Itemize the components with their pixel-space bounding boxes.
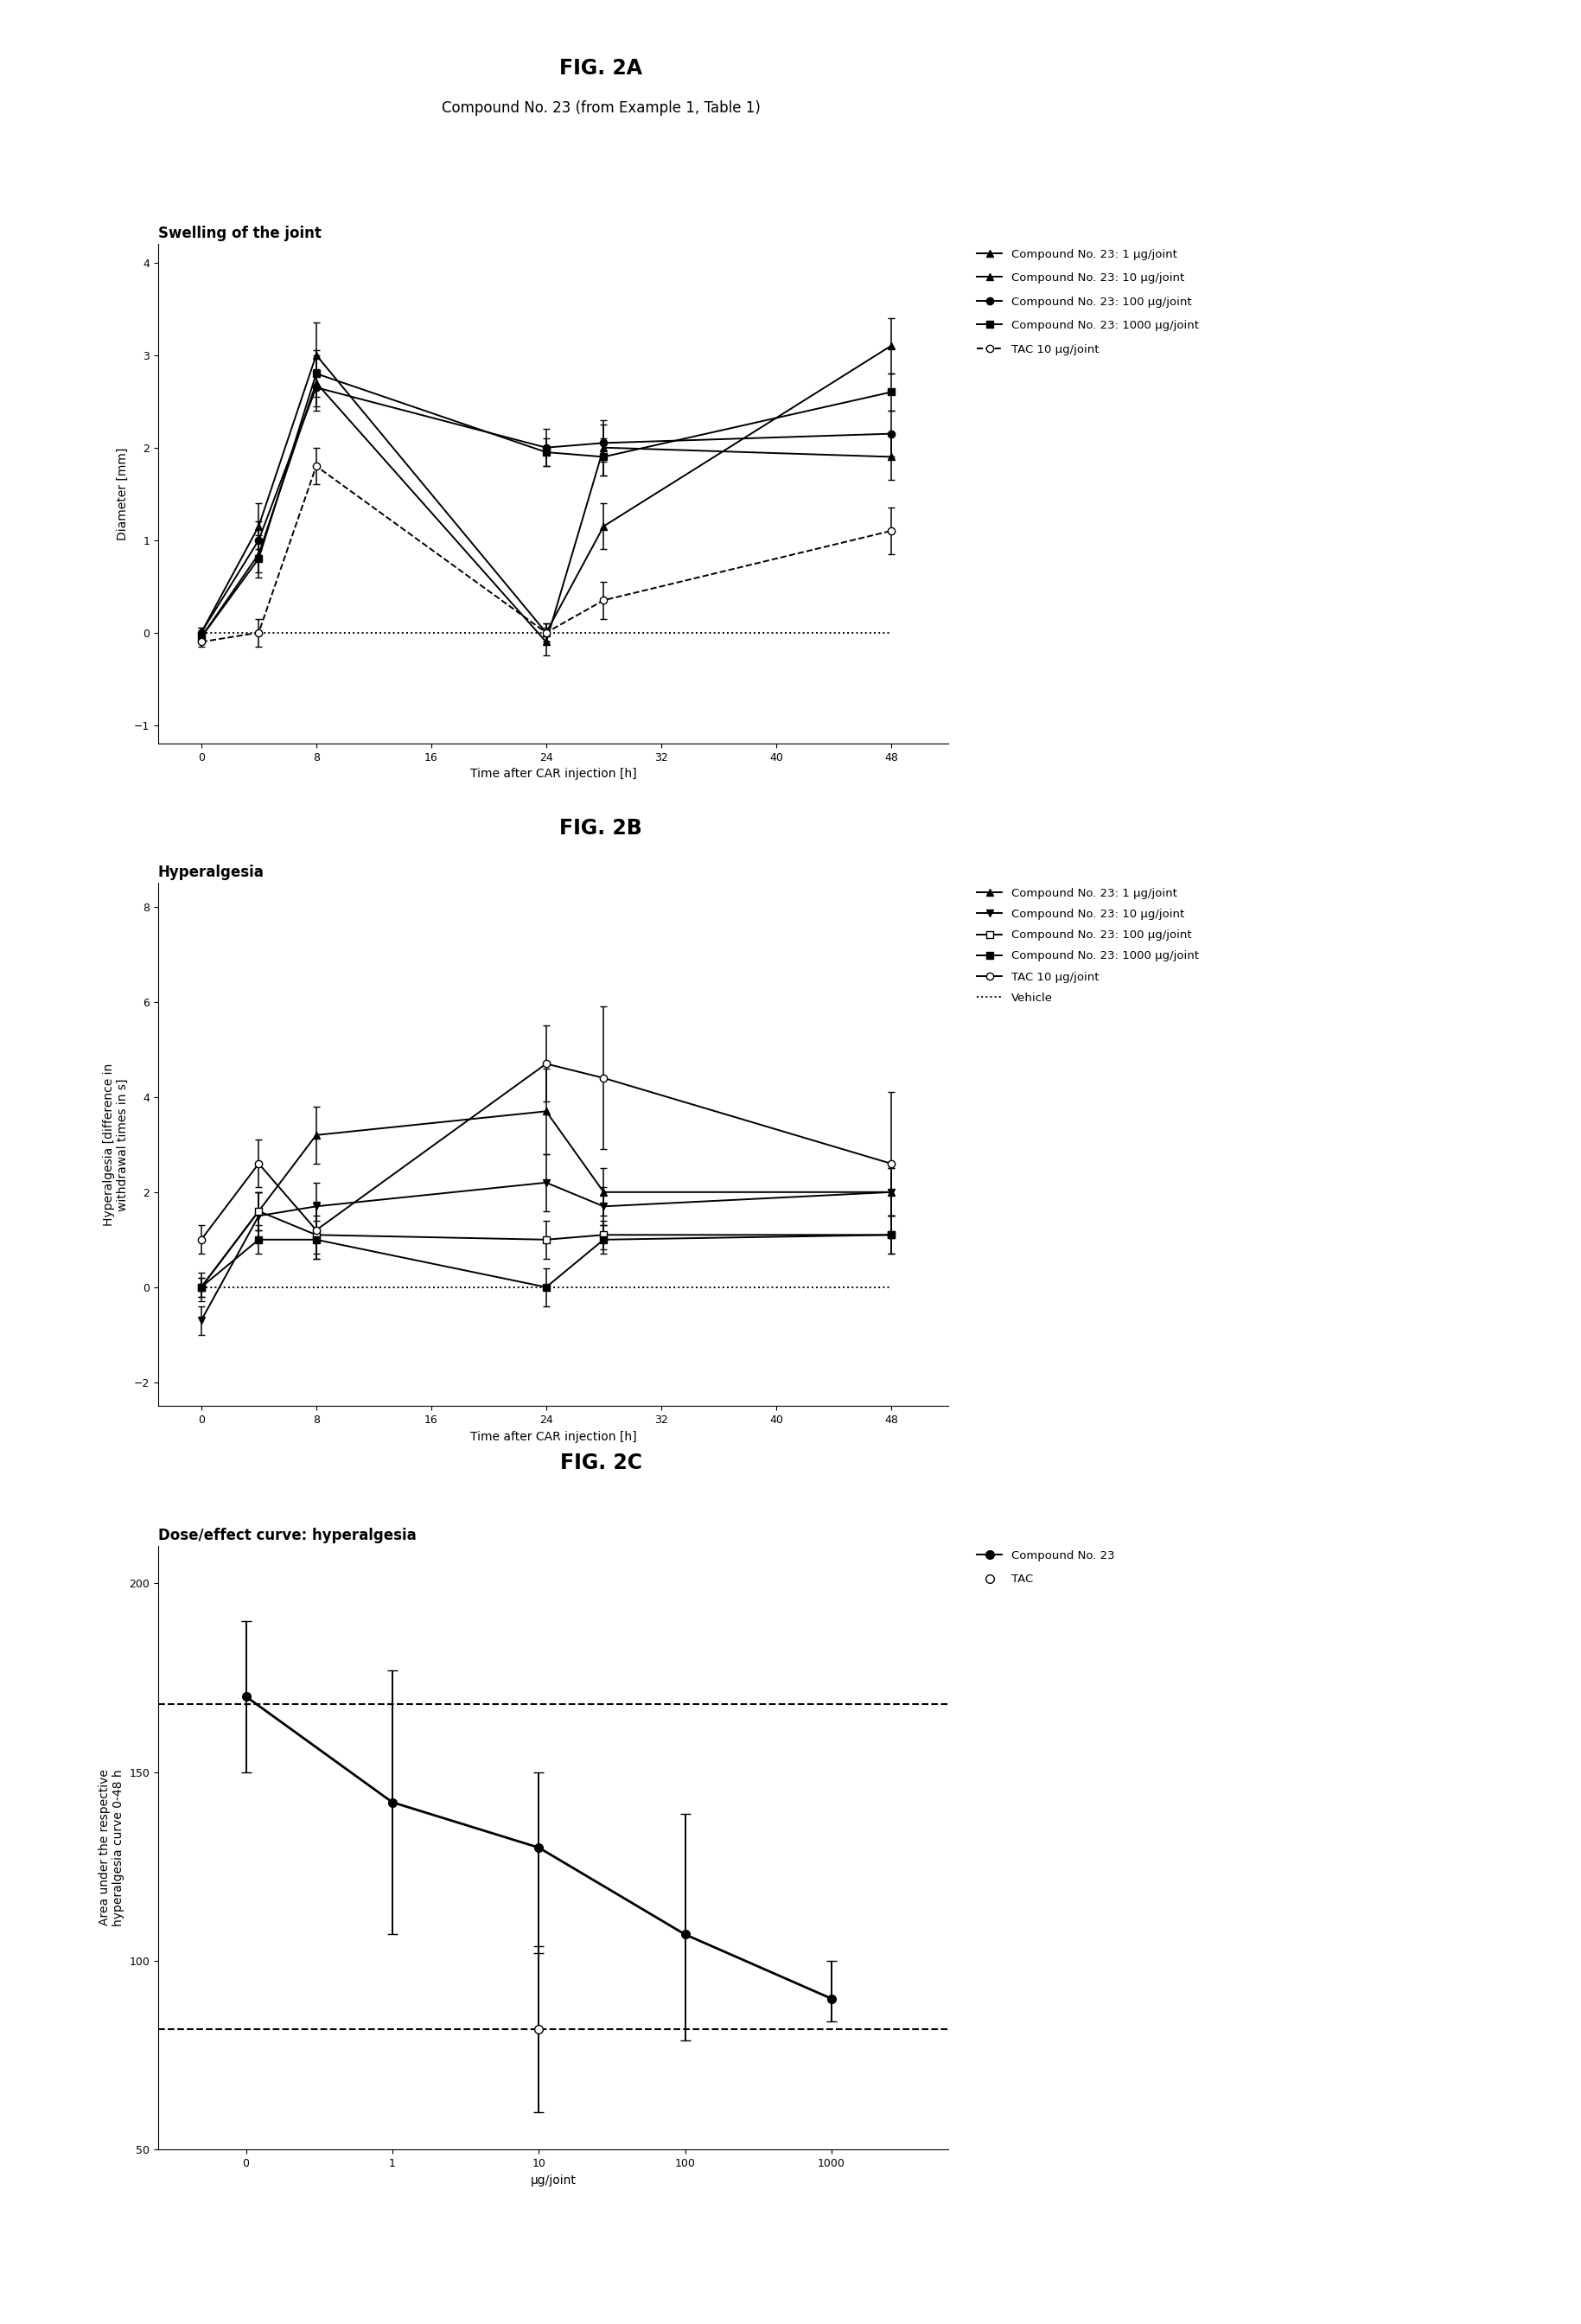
X-axis label: Time after CAR injection [h]: Time after CAR injection [h] [470, 769, 637, 781]
Text: Hyperalgesia: Hyperalgesia [158, 865, 264, 881]
X-axis label: Time after CAR injection [h]: Time after CAR injection [h] [470, 1432, 637, 1443]
Legend: Compound No. 23: 1 μg/joint, Compound No. 23: 10 μg/joint, Compound No. 23: 100 : Compound No. 23: 1 μg/joint, Compound No… [972, 244, 1203, 360]
Text: FIG. 2B: FIG. 2B [560, 818, 642, 839]
Legend: Compound No. 23, TAC: Compound No. 23, TAC [972, 1545, 1119, 1590]
Text: Dose/effect curve: hyperalgesia: Dose/effect curve: hyperalgesia [158, 1527, 416, 1543]
X-axis label: μg/joint: μg/joint [531, 2175, 575, 2187]
Text: Swelling of the joint: Swelling of the joint [158, 225, 321, 242]
Y-axis label: Hyperalgesia [difference in
withdrawal times in s]: Hyperalgesia [difference in withdrawal t… [103, 1062, 130, 1227]
Text: FIG. 2A: FIG. 2A [560, 58, 642, 79]
Legend: Compound No. 23: 1 μg/joint, Compound No. 23: 10 μg/joint, Compound No. 23: 100 : Compound No. 23: 1 μg/joint, Compound No… [972, 883, 1203, 1009]
Y-axis label: Area under the respective
hyperalgesia curve 0-48 h: Area under the respective hyperalgesia c… [98, 1769, 125, 1927]
Y-axis label: Diameter [mm]: Diameter [mm] [117, 449, 130, 539]
Text: FIG. 2C: FIG. 2C [560, 1452, 642, 1473]
Text: Compound No. 23 (from Example 1, Table 1): Compound No. 23 (from Example 1, Table 1… [441, 100, 760, 116]
